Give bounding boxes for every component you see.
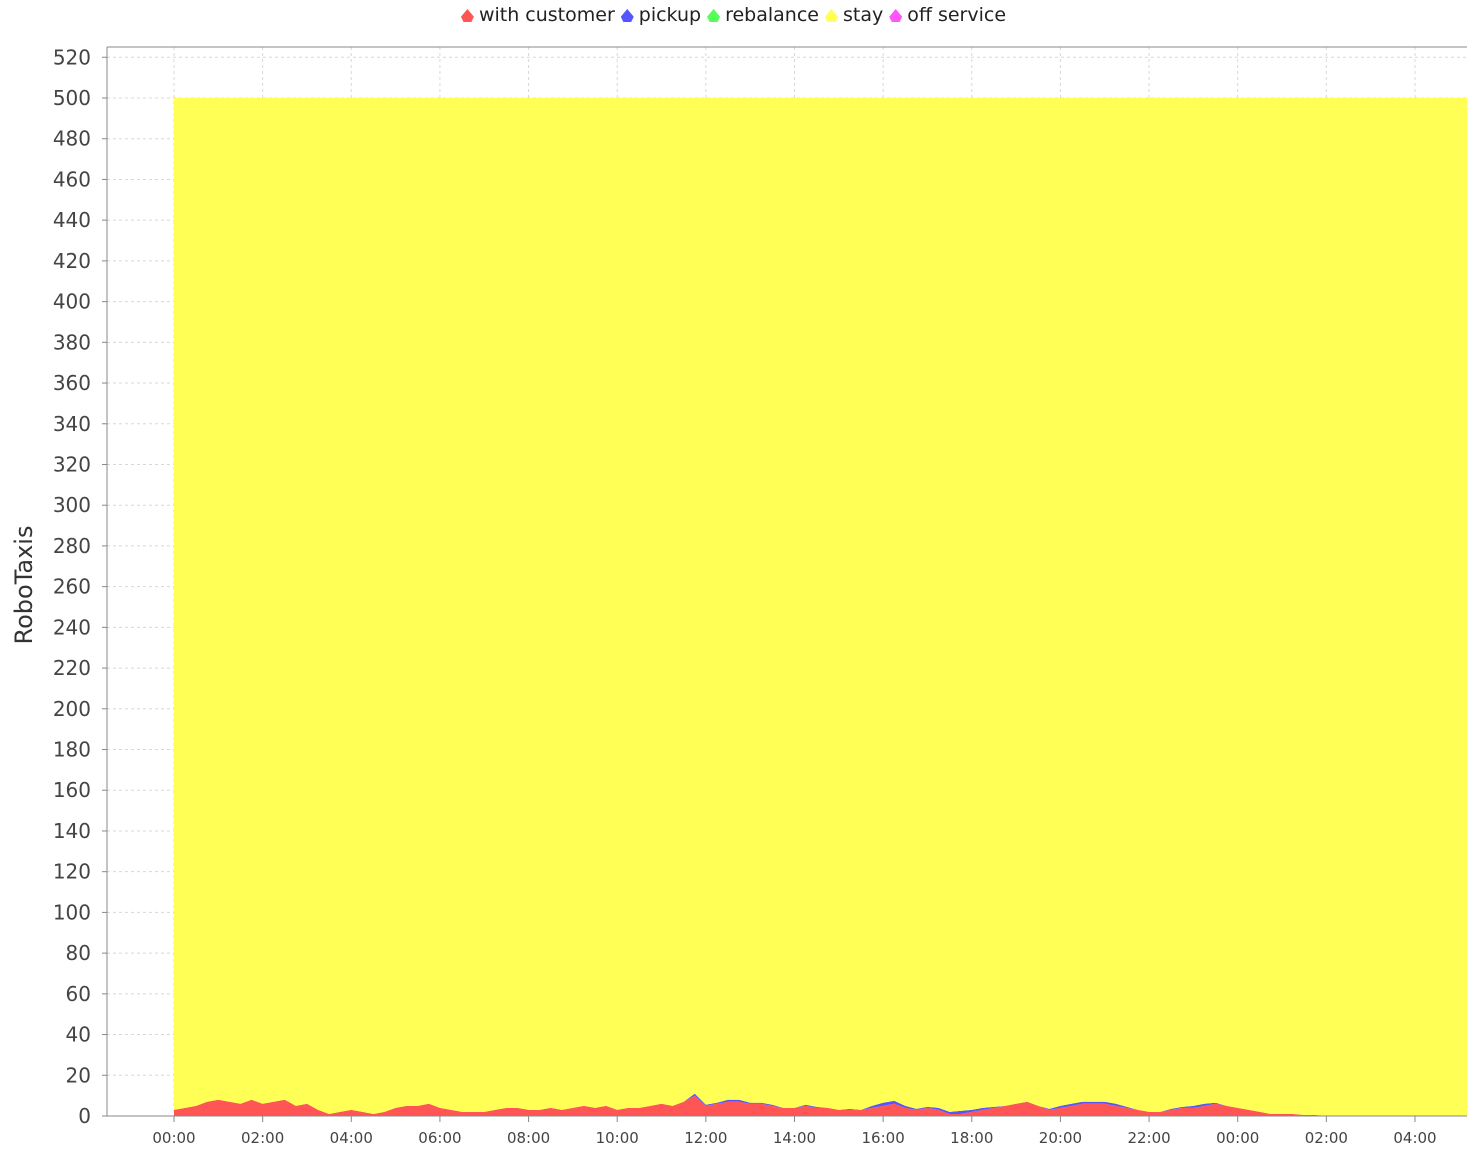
x-tick-label: 02:00 [1305, 1129, 1348, 1147]
area-pickup [174, 1093, 1467, 1116]
x-tick-label: 00:00 [152, 1129, 195, 1147]
y-tick-label: 300 [53, 493, 91, 517]
y-tick-label: 260 [53, 575, 91, 599]
area-with-customer [174, 1095, 1467, 1116]
legend-item-rebalance: rebalance [707, 4, 819, 26]
legend-label: stay [842, 4, 884, 26]
y-tick-label: 480 [53, 127, 91, 151]
y-tick-label: 100 [53, 900, 91, 924]
y-tick-label: 520 [53, 45, 91, 69]
x-tick-label: 18:00 [950, 1129, 993, 1147]
y-tick-label: 160 [53, 778, 91, 802]
chart-legend: with customer pickup rebalance stay off serv… [0, 4, 1467, 26]
legend-item-stay: stay [824, 4, 884, 26]
y-tick-label: 240 [53, 615, 91, 639]
x-tick-label: 04:00 [1393, 1129, 1436, 1147]
y-tick-label: 340 [53, 412, 91, 436]
y-tick-label: 320 [53, 452, 91, 476]
axes: 0 20 40 60 80 100 120 140 160 180 200 220 240 260 280 3… [53, 45, 1467, 1147]
y-tick-label: 60 [66, 982, 91, 1006]
x-tick-label: 02:00 [241, 1129, 284, 1147]
y-tick-label: 380 [53, 330, 91, 354]
y-tick-label: 0 [78, 1104, 91, 1128]
legend-item-off-service: off service [889, 4, 1006, 26]
x-tick-label: 20:00 [1039, 1129, 1082, 1147]
y-tick-label: 460 [53, 167, 91, 191]
y-tick-label: 280 [53, 534, 91, 558]
y-tick-label: 200 [53, 697, 91, 721]
legend-label: off service [907, 4, 1007, 26]
x-tick-label: 06:00 [418, 1129, 461, 1147]
y-tick-label: 400 [53, 290, 91, 314]
legend-label: pickup [638, 4, 702, 26]
legend-item-with-customer: with customer [460, 4, 615, 26]
y-tick-label: 20 [66, 1063, 91, 1087]
y-tick-label: 140 [53, 819, 91, 843]
legend-label: with customer [478, 4, 615, 26]
y-tick-label: 220 [53, 656, 91, 680]
y-tick-label: 120 [53, 860, 91, 884]
y-tick-label: 420 [53, 249, 91, 273]
legend-item-pickup: pickup [620, 4, 702, 26]
x-tick-label: 12:00 [684, 1129, 727, 1147]
y-tick-label: 40 [66, 1023, 91, 1047]
stacked-areas [174, 98, 1467, 1116]
y-tick-label: 80 [66, 941, 91, 965]
y-tick-label: 500 [53, 86, 91, 110]
area-stay [174, 98, 1467, 1116]
legend-label: rebalance [725, 4, 819, 26]
x-tick-label: 22:00 [1127, 1129, 1170, 1147]
x-tick-label: 04:00 [330, 1129, 373, 1147]
x-tick-label: 14:00 [773, 1129, 816, 1147]
x-tick-label: 08:00 [507, 1129, 550, 1147]
y-tick-label: 440 [53, 208, 91, 232]
y-tick-label: 180 [53, 738, 91, 762]
x-tick-label: 00:00 [1216, 1129, 1259, 1147]
x-tick-label: 16:00 [862, 1129, 905, 1147]
y-tick-label: 360 [53, 371, 91, 395]
x-tick-label: 10:00 [596, 1129, 639, 1147]
